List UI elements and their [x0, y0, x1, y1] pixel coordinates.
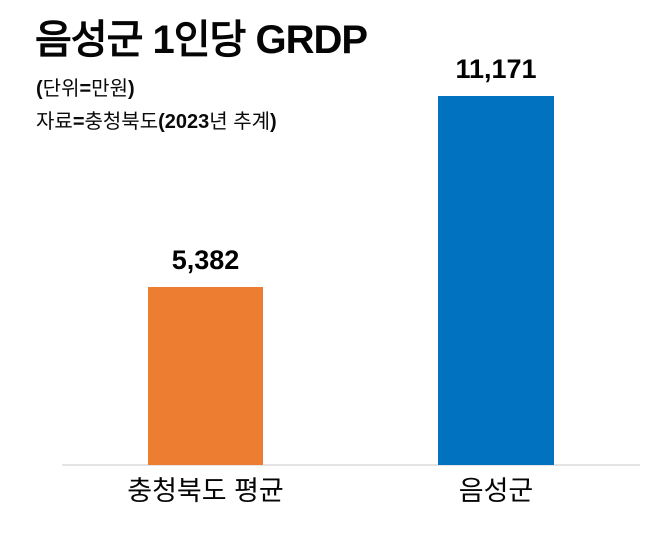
- source-note: 자료=충청북도(2023년 추계): [36, 110, 277, 134]
- note-segment: 충청북도: [84, 111, 159, 133]
- bar-eumseong: [438, 96, 554, 465]
- note-segment: 단위: [42, 78, 80, 100]
- bar-chungbuk-average: [148, 287, 263, 465]
- note-segment: ): [270, 111, 277, 133]
- bar-value-label: 11,171: [455, 54, 537, 84]
- unit-note: (단위=만원): [36, 77, 135, 101]
- bar-group-chungbuk-average: 5,382 충청북도 평균: [127, 0, 284, 535]
- note-segment: (2023: [158, 111, 210, 133]
- category-label-eumseong: 음성군: [458, 476, 534, 506]
- note-segment: 자료: [36, 111, 73, 133]
- bar-value-label: 5,382: [171, 245, 240, 275]
- chart-title: 음성군 1인당 GRDP: [35, 18, 368, 62]
- note-segment: 년 추계: [209, 111, 271, 133]
- note-segment: (: [36, 78, 43, 100]
- note-segment: =: [79, 78, 92, 100]
- category-label-chungbuk-average: 충청북도 평균: [127, 476, 284, 506]
- note-segment: =: [72, 111, 85, 133]
- bar-group-eumseong: 11,171 음성군: [438, 0, 554, 535]
- note-segment: ): [127, 78, 135, 100]
- x-axis-line: [62, 464, 640, 466]
- note-segment: 만원: [91, 78, 128, 100]
